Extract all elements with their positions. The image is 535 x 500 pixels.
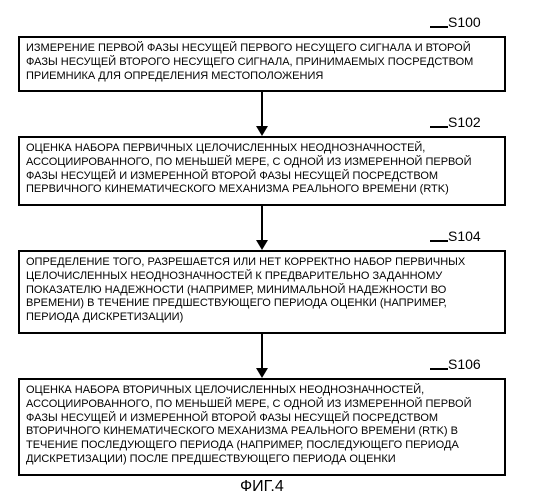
arrow-head-0 <box>256 126 268 136</box>
step-box-s104: ОПРЕДЕЛЕНИЕ ТОГО, РАЗРЕШАЕТСЯ ИЛИ НЕТ КО… <box>18 250 506 334</box>
arrow-shaft-2 <box>261 334 263 368</box>
step-box-s100: ИЗМЕРЕНИЕ ПЕРВОЙ ФАЗЫ НЕСУЩЕЙ ПЕРВОГО НЕ… <box>18 36 506 92</box>
lead-line-s100 <box>430 26 448 28</box>
arrow-shaft-0 <box>261 92 263 126</box>
figure-caption: ФИГ.4 <box>240 478 284 496</box>
lead-line-s104 <box>430 240 448 242</box>
step-box-s102: ОЦЕНКА НАБОРА ПЕРВИЧНЫХ ЦЕЛОЧИСЛЕННЫХ НЕ… <box>18 136 506 206</box>
lead-line-s106 <box>430 368 448 370</box>
step-label-s106: S106 <box>448 356 481 372</box>
step-box-s106: ОЦЕНКА НАБОРА ВТОРИЧНЫХ ЦЕЛОЧИСЛЕННЫХ НЕ… <box>18 378 506 476</box>
step-label-s100: S100 <box>448 14 481 30</box>
step-label-s104: S104 <box>448 228 481 244</box>
arrow-shaft-1 <box>261 206 263 240</box>
arrow-head-2 <box>256 368 268 378</box>
flowchart-canvas: S100 ИЗМЕРЕНИЕ ПЕРВОЙ ФАЗЫ НЕСУЩЕЙ ПЕРВО… <box>0 0 535 500</box>
lead-line-s102 <box>430 126 448 128</box>
step-label-s102: S102 <box>448 114 481 130</box>
arrow-head-1 <box>256 240 268 250</box>
